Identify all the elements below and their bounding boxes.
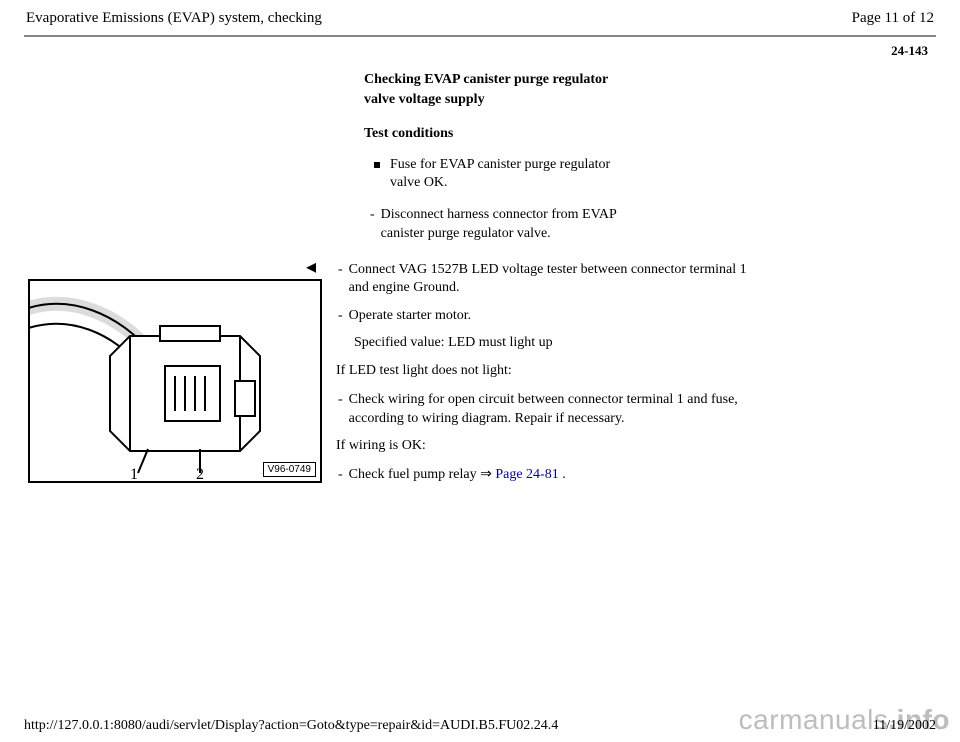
step-disconnect-line-1: Disconnect harness connector from EVAP xyxy=(381,206,617,224)
step-check-wiring-line-2: according to wiring diagram. Repair if n… xyxy=(349,410,738,428)
dash-icon: - xyxy=(338,391,343,427)
dash-icon: - xyxy=(338,261,343,297)
precondition-item: Fuse for EVAP canister purge regulator v… xyxy=(374,156,744,192)
subheading: Test conditions xyxy=(364,126,744,142)
step-connect-line-2: and engine Ground. xyxy=(349,279,747,297)
heading-line-2: valve voltage supply xyxy=(364,91,744,109)
precondition-line-1: Fuse for EVAP canister purge regulator xyxy=(390,156,610,174)
step-check-relay: - Check fuel pump relay ⇒ Page 24-81 . xyxy=(338,466,936,484)
step-connect-tester: - Connect VAG 1527B LED voltage tester b… xyxy=(338,261,936,297)
dash-icon: - xyxy=(338,307,343,325)
footer-url: http://127.0.0.1:8080/audi/servlet/Displ… xyxy=(24,718,558,734)
callout-2: 2 xyxy=(196,466,204,481)
section-id: 24-143 xyxy=(24,43,936,59)
dash-icon: - xyxy=(338,466,343,484)
page-number: Page 11 of 12 xyxy=(852,10,934,27)
footer-date: 11/19/2002 xyxy=(873,718,936,734)
step-connect-line-1: Connect VAG 1527B LED voltage tester bet… xyxy=(349,261,747,279)
dash-icon: - xyxy=(370,206,375,242)
specified-value: Specified value: LED must light up xyxy=(354,335,936,351)
step-disconnect: - Disconnect harness connector from EVAP… xyxy=(370,206,744,242)
step-check-relay-post: . xyxy=(559,467,566,482)
step-disconnect-line-2: canister purge regulator valve. xyxy=(381,225,617,243)
figure-id-label: V96-0749 xyxy=(263,462,316,477)
connector-figure: 1 2 V96-0749 xyxy=(28,279,322,483)
precondition-line-2: valve OK. xyxy=(390,174,610,192)
heading-line-1: Checking EVAP canister purge regulator xyxy=(364,71,744,89)
step-operate-starter: - Operate starter motor. xyxy=(338,307,936,325)
condition-wiring-ok: If wiring is OK: xyxy=(336,438,936,454)
condition-no-light: If LED test light does not light: xyxy=(336,363,936,379)
step-check-relay-pre: Check fuel pump relay xyxy=(349,467,480,482)
header-rule xyxy=(24,35,936,37)
step-operate-text: Operate starter motor. xyxy=(349,307,471,325)
step-check-wiring-line-1: Check wiring for open circuit between co… xyxy=(349,391,738,409)
figure-pointer-icon: ◂ xyxy=(28,257,318,277)
doc-title: Evaporative Emissions (EVAP) system, che… xyxy=(26,10,322,27)
page-link[interactable]: Page 24-81 xyxy=(495,467,558,482)
step-check-wiring: - Check wiring for open circuit between … xyxy=(338,391,936,427)
callout-1: 1 xyxy=(130,466,138,481)
bullet-icon xyxy=(374,162,380,168)
